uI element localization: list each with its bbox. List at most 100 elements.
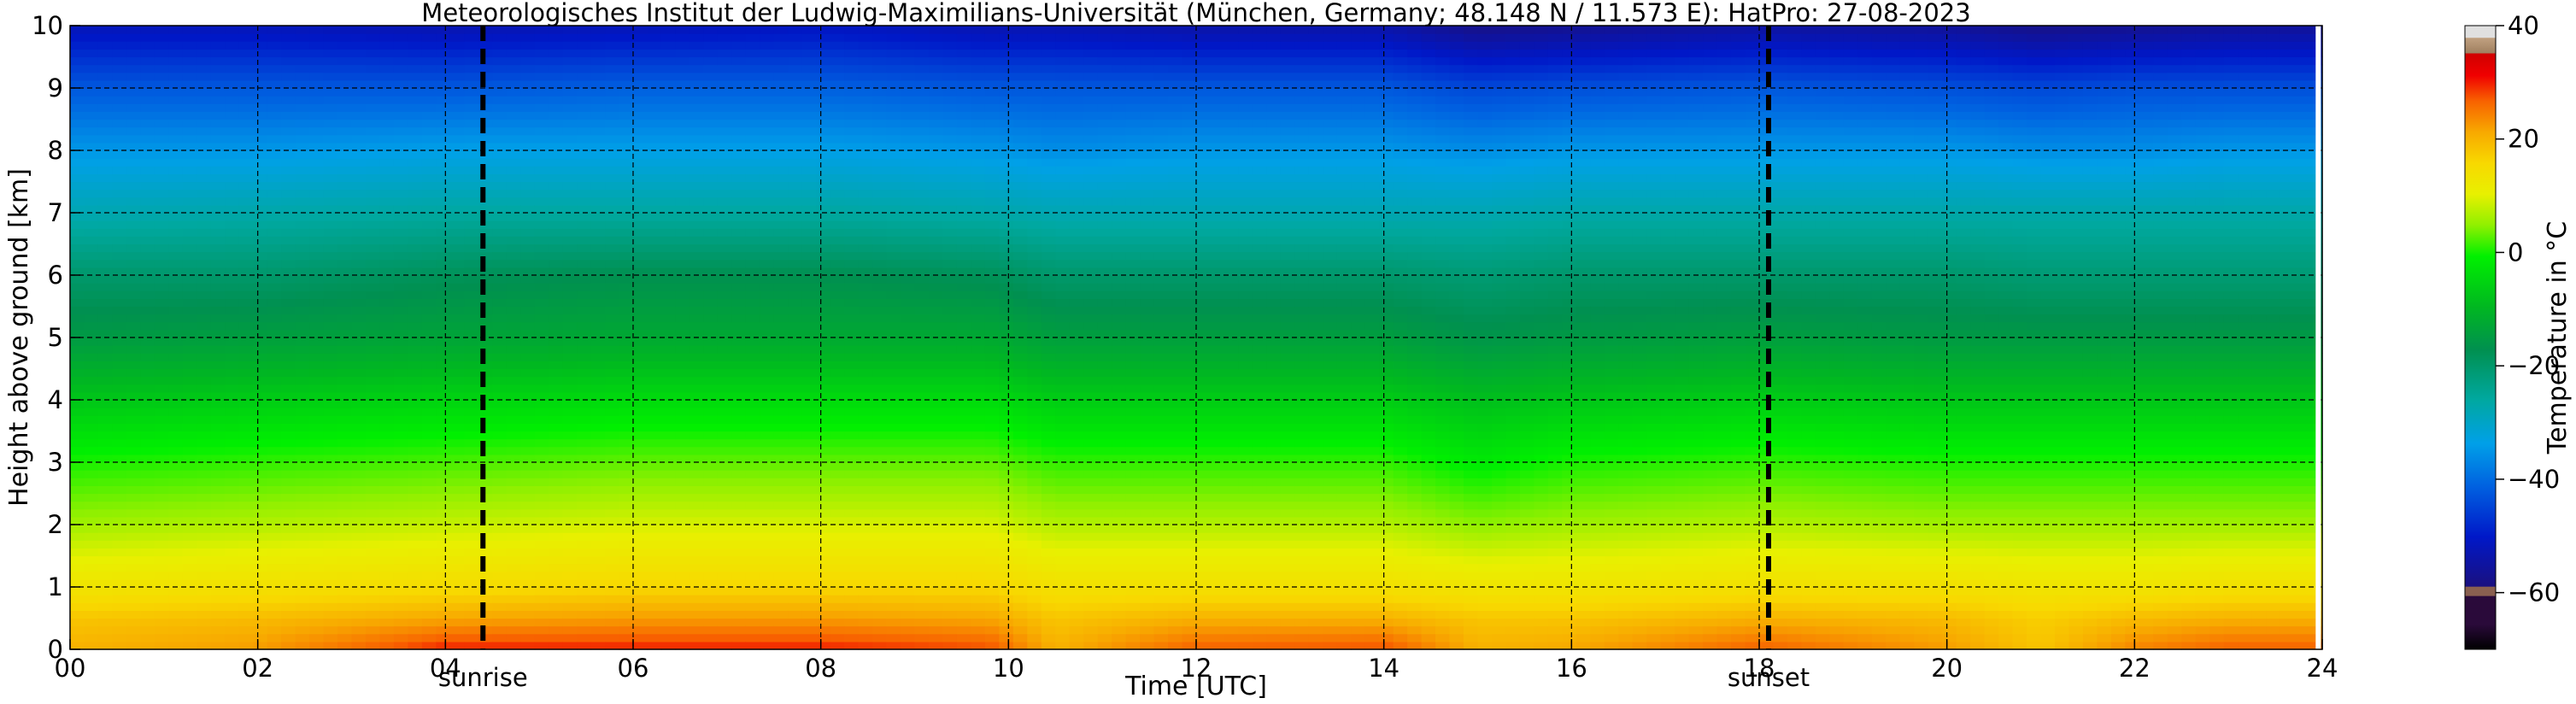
heatmap-cell [773,134,789,144]
heatmap-cell [534,72,549,81]
heatmap-cell [97,641,113,650]
heatmap-cell [549,400,564,408]
heatmap-cell [661,79,677,89]
heatmap-cell [661,290,677,299]
heatmap-cell [84,438,99,448]
heatmap-cell [577,236,592,245]
heatmap-cell [421,571,437,580]
heatmap-cell [393,33,408,42]
heatmap-cell [605,243,620,253]
heatmap-cell [154,361,169,370]
heatmap-cell [914,578,930,588]
heatmap-cell [844,72,860,81]
heatmap-cell [830,49,845,58]
heatmap-cell [267,408,282,416]
heatmap-cell [210,368,226,378]
heatmap-cell [773,578,789,588]
heatmap-cell [858,415,873,424]
heatmap-cell [295,415,310,424]
heatmap-cell [84,353,99,361]
heatmap-cell [788,150,803,159]
heatmap-cell [731,158,747,167]
heatmap-cell [661,525,677,533]
heatmap-cell [337,259,353,268]
heatmap-cell [393,56,408,66]
heatmap-cell [577,173,592,183]
heatmap-cell [126,96,141,104]
heatmap-cell [154,602,169,611]
heatmap-cell [126,111,141,120]
heatmap-cell [197,96,212,104]
heatmap-cell [492,361,508,370]
heatmap-cell [421,415,437,424]
heatmap-cell [379,126,395,136]
heatmap-cell [816,408,831,416]
heatmap-cell [421,391,437,401]
heatmap-cell [745,595,760,603]
heatmap-cell [886,33,901,42]
heatmap-cell [421,462,437,471]
heatmap-cell [506,142,521,151]
heatmap-cell [886,49,901,58]
heatmap-cell [267,618,282,627]
heatmap-cell [70,602,85,611]
heatmap-cell [351,236,367,245]
heatmap-cell [70,353,85,361]
heatmap-cell [830,213,845,221]
heatmap-cell [478,142,493,151]
heatmap-cell [773,236,789,245]
heatmap-cell [97,213,113,221]
heatmap-cell [675,485,690,495]
heatmap-cell [309,532,325,541]
heatmap-cell [126,431,141,440]
heatmap-cell [464,321,479,331]
heatmap-cell [858,173,873,183]
heatmap-cell [449,142,465,151]
heatmap-cell [534,290,549,299]
heatmap-cell [830,478,845,486]
heatmap-cell [449,111,465,120]
heatmap-cell [210,400,226,408]
heatmap-cell [661,173,677,183]
heatmap-cell [436,259,451,268]
heatmap-cell [366,236,381,245]
heatmap-cell [70,501,85,510]
heatmap-cell [633,423,648,432]
heatmap-cell [858,251,873,261]
heatmap-cell [126,298,141,308]
heatmap-cell [773,384,789,393]
heatmap-cell [590,555,606,565]
heatmap-cell [492,64,508,73]
heatmap-cell [929,525,944,533]
heatmap-cell [323,119,338,128]
heatmap-cell [112,88,127,97]
heatmap-cell [126,595,141,603]
heatmap-cell [436,633,451,642]
heatmap-cell [84,571,99,580]
heatmap-cell [605,189,620,198]
heatmap-cell [773,329,789,338]
heatmap-cell [449,508,465,518]
heatmap-cell [337,532,353,541]
heatmap-cell [816,96,831,104]
heatmap-cell [225,540,240,549]
heatmap-cell [760,625,775,635]
heatmap-cell [661,220,677,229]
heatmap-cell [337,578,353,588]
heatmap-cell [238,540,254,549]
heatmap-cell [492,633,508,642]
heatmap-cell [731,111,747,120]
heatmap-cell [745,314,760,323]
heatmap-cell [914,391,930,401]
heatmap-cell [421,220,437,229]
heatmap-cell [70,134,85,144]
heatmap-cell [393,470,408,478]
heatmap-cell [253,548,268,557]
heatmap-cell [197,72,212,81]
heatmap-cell [731,641,747,650]
heatmap-cell [619,548,634,557]
heatmap-cell [408,33,423,42]
heatmap-cell [393,314,408,323]
heatmap-cell [520,516,536,525]
heatmap-cell [84,408,99,416]
